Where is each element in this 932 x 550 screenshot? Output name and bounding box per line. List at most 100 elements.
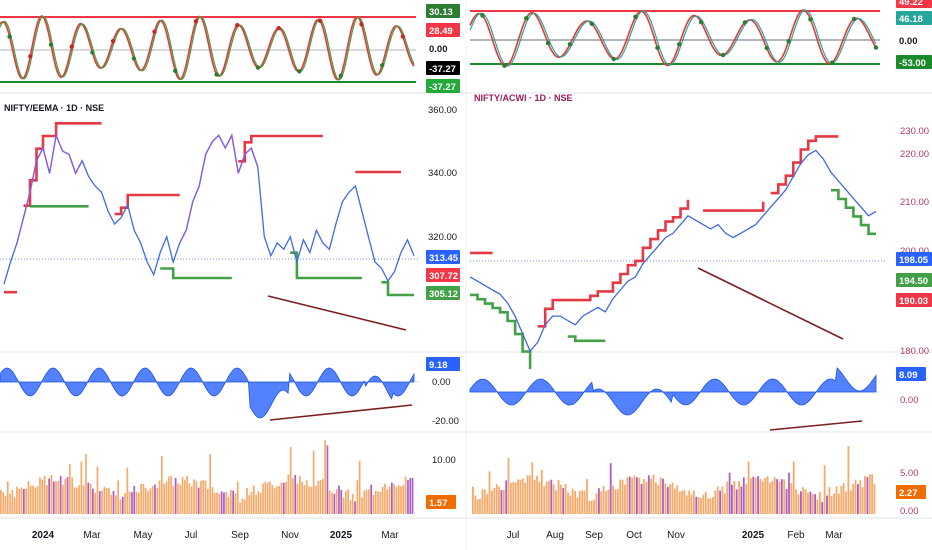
left-volume-bar	[356, 480, 359, 514]
right-rsi-marker	[808, 17, 813, 22]
right-volume-bar	[704, 491, 707, 514]
left-volume-bar	[308, 486, 310, 514]
left-volume-bar	[133, 486, 136, 514]
left-volume-bar	[174, 478, 177, 514]
left-price-badge-label: 307.72	[429, 271, 458, 282]
left-volume-bar	[223, 492, 225, 514]
right-volume-bar	[519, 479, 522, 514]
right-volume-bar	[529, 475, 531, 514]
right-rsi-marker	[633, 14, 638, 19]
right-rsi-marker	[786, 39, 791, 44]
left-volume-bar	[253, 485, 255, 514]
left-volume-bar	[186, 475, 188, 514]
left-volume-bar	[71, 477, 73, 514]
right-volume-bar	[538, 482, 541, 514]
left-volume-bar	[87, 482, 90, 514]
left-volume-bar	[115, 495, 117, 514]
right-price-badge-label: 190.03	[899, 296, 928, 307]
left-volume-bar	[363, 490, 366, 514]
left-price-axis-tick: 320.00	[428, 232, 457, 243]
left-volume-bar	[407, 480, 409, 514]
left-volume-bar	[211, 487, 214, 514]
right-price-badge-label: 194.50	[899, 276, 928, 287]
right-volume-bar	[738, 481, 740, 514]
left-volume-bar	[41, 479, 44, 514]
left-rsi-marker	[338, 73, 343, 78]
right-volume-bar	[857, 484, 859, 514]
left-volume-bar	[372, 495, 375, 514]
right-rsi-badge-label: 49.22	[899, 0, 923, 8]
left-volume-bar	[365, 489, 368, 514]
left-rsi-marker	[152, 29, 157, 34]
left-volume-bar	[271, 485, 274, 514]
right-x-label: Sep	[585, 530, 603, 541]
left-volume-bar	[393, 484, 395, 514]
right-rsi-markers	[480, 13, 879, 68]
right-volume-bar	[785, 488, 788, 514]
left-volume-bar	[55, 481, 57, 514]
left-price-badge-label: 313.45	[429, 253, 459, 264]
right-volume-bar	[700, 498, 702, 514]
right-price-axis-tick: 210.00	[900, 197, 929, 208]
left-volume-bar	[167, 476, 170, 514]
left-volume-bar	[338, 485, 340, 514]
right-volume-bar	[533, 479, 536, 514]
right-supertrend-red-2	[537, 199, 690, 328]
left-volume-bar	[232, 490, 234, 514]
right-volume-bar	[512, 482, 515, 514]
right-volume-bar	[507, 458, 510, 514]
right-volume-bar	[607, 489, 610, 514]
left-volume-bar	[36, 486, 39, 514]
left-volume-bar	[172, 485, 175, 514]
left-rsi-badge-label: 0.00	[429, 44, 448, 55]
right-volume-bar	[842, 483, 845, 514]
right-volume-bar	[559, 484, 562, 514]
right-volume-bar	[564, 484, 567, 514]
left-volume-bar	[262, 483, 264, 514]
right-x-label: 2025	[742, 530, 765, 541]
right-volume-bar	[835, 486, 838, 514]
left-price-highlight	[16, 132, 83, 244]
left-volume-bar	[285, 481, 287, 514]
right-volume-bar	[536, 476, 538, 514]
left-volume-bar	[351, 493, 354, 514]
left-volume-bar	[108, 488, 110, 514]
left-volume-bar	[273, 488, 276, 514]
left-x-label: Jul	[185, 530, 198, 541]
left-rsi-marker	[28, 54, 33, 59]
right-volume-bar	[571, 488, 574, 514]
right-volume-bar	[788, 472, 790, 514]
left-volume-bar	[78, 485, 80, 514]
left-volume-bar	[303, 485, 306, 514]
right-price-axis: 230.00 220.00 210.00 200.00 180.00 0.00 5.00 0.…	[900, 126, 929, 517]
right-momentum-divergence	[769, 420, 863, 431]
left-rsi-marker	[380, 62, 385, 68]
left-volume-bar	[312, 450, 315, 514]
right-volume-bar	[486, 494, 489, 514]
left-volume-bar	[388, 486, 391, 514]
left-volume-bar	[340, 489, 343, 514]
left-volume-bar	[264, 481, 267, 514]
right-volume-badge	[896, 485, 926, 499]
right-volume-bar	[769, 482, 771, 514]
right-volume-bar	[555, 490, 557, 514]
left-volume-bar	[25, 488, 27, 514]
left-volume-bar	[331, 492, 333, 514]
right-x-label: Nov	[667, 530, 685, 541]
left-rsi-badge	[426, 4, 460, 18]
right-price-axis-tick: 180.00	[900, 346, 929, 357]
right-rsi-marker	[589, 21, 594, 26]
left-volume-bar	[319, 480, 322, 514]
right-rsi-marker	[720, 52, 726, 58]
left-supertrend-green-2	[160, 267, 232, 280]
right-volume-bar	[548, 481, 550, 514]
left-rsi-marker	[359, 22, 364, 27]
left-volume-bar	[395, 486, 398, 514]
right-volume-bar	[588, 501, 591, 514]
right-volume-bar	[714, 490, 717, 514]
right-rsi-marker	[851, 16, 857, 22]
right-volume-bar	[659, 477, 662, 514]
right-volume-bar	[600, 491, 603, 514]
right-volume-bar	[609, 463, 612, 514]
right-volume-bar	[552, 484, 555, 514]
